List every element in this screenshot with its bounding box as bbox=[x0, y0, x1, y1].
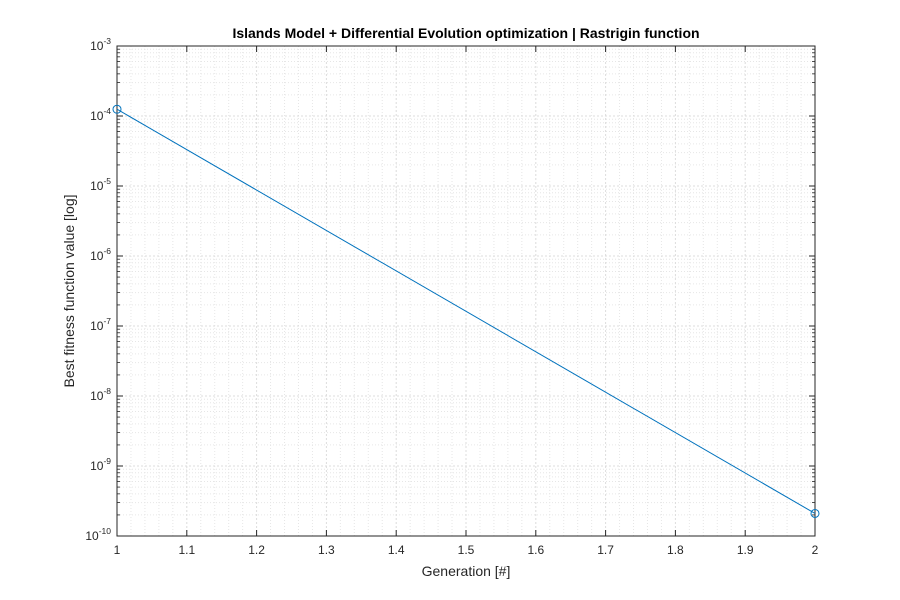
x-tick-label: 1.4 bbox=[388, 543, 405, 557]
series-group bbox=[112, 104, 820, 518]
series-line bbox=[116, 108, 816, 514]
major-grid bbox=[117, 46, 815, 536]
x-tick-label: 1.8 bbox=[667, 543, 684, 557]
x-tick-label: 1 bbox=[114, 543, 121, 557]
axis-ticks bbox=[116, 45, 816, 537]
x-tick-label: 1.3 bbox=[318, 543, 335, 557]
y-tick-label: 10-6 bbox=[90, 246, 111, 263]
y-axis-label: Best fitness function value [log] bbox=[61, 195, 77, 388]
x-tick-label: 1.6 bbox=[527, 543, 544, 557]
x-tick-labels: 1 1.1 1.2 1.3 1.4 1.5 1.6 1.7 1.8 1.9 2 bbox=[114, 543, 819, 557]
data-point-marker bbox=[112, 104, 122, 114]
y-tick-label: 10-8 bbox=[90, 386, 111, 403]
x-tick-label: 2 bbox=[812, 543, 819, 557]
x-tick-label: 1.7 bbox=[597, 543, 614, 557]
x-tick-label: 1.2 bbox=[248, 543, 265, 557]
x-tick-label: 1.1 bbox=[178, 543, 195, 557]
y-tick-label: 10-7 bbox=[90, 316, 111, 333]
y-tick-label: 10-3 bbox=[90, 36, 111, 53]
y-tick-label: 10-5 bbox=[90, 176, 111, 193]
x-tick-label: 1.5 bbox=[458, 543, 475, 557]
x-tick-label: 1.9 bbox=[737, 543, 754, 557]
chart-title: Islands Model + Differential Evolution o… bbox=[232, 25, 699, 41]
y-tick-labels: 10-10 10-9 10-8 10-7 10-6 10-5 10-4 10-3 bbox=[85, 36, 111, 543]
x-axis-label: Generation [#] bbox=[422, 563, 511, 579]
data-point-marker bbox=[810, 508, 820, 518]
y-tick-label: 10-10 bbox=[85, 526, 111, 543]
y-tick-label: 10-4 bbox=[90, 106, 111, 123]
y-tick-label: 10-9 bbox=[90, 456, 111, 473]
